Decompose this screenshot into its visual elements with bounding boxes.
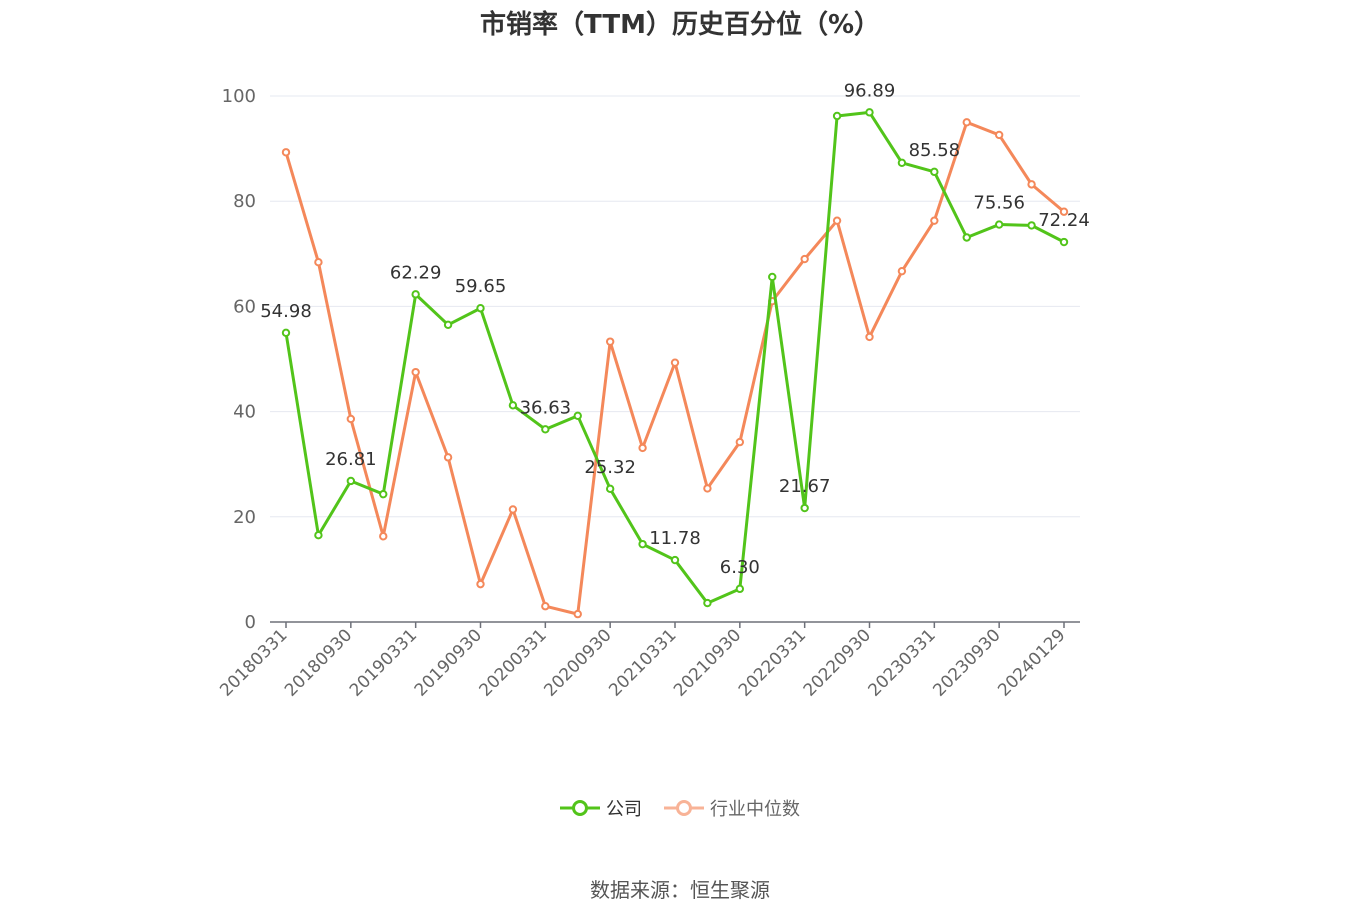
y-tick-label: 60 [233, 296, 256, 317]
data-point [800, 254, 809, 264]
data-point [379, 489, 388, 499]
data-label: 54.98 [260, 301, 312, 322]
data-point [768, 272, 777, 282]
x-tick-label: 20220930 [800, 625, 875, 700]
data-source: 数据来源：恒生聚源 [590, 878, 770, 902]
data-point [508, 401, 518, 410]
data-point [994, 220, 1004, 229]
data-point [865, 108, 874, 117]
legend-company-icon [560, 800, 600, 816]
data-label: 96.89 [844, 80, 896, 101]
x-tick-label: 20210930 [670, 625, 745, 700]
legend: 公司 行业中位数 [0, 795, 1360, 821]
x-tick-label: 20220331 [735, 625, 810, 700]
x-tick-label: 20210331 [605, 625, 680, 700]
legend-item-company[interactable]: 公司 [560, 795, 642, 821]
data-point [800, 503, 809, 513]
data-point [703, 598, 712, 608]
legend-industry-label: 行业中位数 [710, 799, 800, 820]
data-point [379, 532, 388, 541]
data-point [930, 216, 939, 225]
data-point [703, 484, 712, 493]
x-tick-label: 20230331 [865, 625, 940, 700]
data-point [962, 233, 971, 242]
data-point [638, 443, 647, 453]
data-point [541, 602, 550, 611]
y-tick-label: 20 [233, 507, 256, 528]
legend-industry-icon [664, 800, 704, 816]
chart-title: 市销率（TTM）历史百分位（%） [480, 10, 880, 40]
data-point [314, 258, 323, 267]
data-point [735, 584, 745, 594]
data-point [897, 266, 907, 276]
data-point [443, 453, 453, 462]
data-label: 25.32 [584, 457, 636, 478]
data-point [832, 111, 842, 121]
x-tick-label: 20230930 [929, 625, 1004, 700]
data-label: 62.29 [390, 262, 442, 283]
x-tick-label: 20180930 [281, 625, 356, 700]
y-tick-label: 80 [233, 191, 256, 212]
data-point [897, 158, 907, 168]
data-point [865, 332, 874, 342]
data-point [735, 437, 745, 447]
data-point [1027, 221, 1036, 230]
data-point [411, 367, 420, 377]
data-label: 26.81 [325, 449, 377, 470]
y-tick-label: 100 [222, 86, 256, 107]
data-point [670, 358, 680, 367]
data-point [476, 579, 485, 589]
data-point [541, 425, 550, 434]
data-point [1027, 180, 1036, 189]
data-point [443, 320, 453, 330]
data-label: 6.30 [720, 557, 760, 578]
legend-company-label: 公司 [606, 799, 642, 820]
x-tick-label: 20200331 [476, 625, 551, 700]
data-point [508, 505, 518, 514]
data-point [605, 337, 615, 346]
data-point [281, 148, 291, 157]
data-point [346, 414, 356, 424]
x-tick-label: 20190930 [411, 625, 486, 700]
data-label: 75.56 [973, 193, 1025, 214]
data-point [605, 484, 615, 494]
y-tick-label: 40 [233, 402, 256, 423]
x-tick-label: 20190331 [346, 625, 421, 700]
x-tick-label: 20200930 [540, 625, 615, 700]
data-point [281, 328, 291, 338]
data-label: 85.58 [909, 140, 961, 161]
data-label: 21.67 [779, 476, 831, 497]
data-point [1059, 237, 1069, 247]
data-point [670, 555, 680, 565]
x-tick-label: 20180331 [216, 625, 291, 700]
data-point [314, 531, 323, 540]
data-point [346, 476, 356, 486]
data-label: 11.78 [649, 528, 701, 549]
data-point [411, 290, 420, 299]
y-tick-label: 0 [245, 612, 256, 633]
data-point [476, 304, 485, 313]
data-label: 59.65 [455, 276, 507, 297]
x-tick-label: 20240129 [994, 625, 1069, 700]
data-point [962, 118, 971, 127]
legend-item-industry-median[interactable]: 行业中位数 [664, 795, 800, 821]
data-point [832, 216, 842, 225]
data-label: 36.63 [520, 397, 572, 418]
data-point [573, 609, 582, 619]
data-point [573, 411, 582, 421]
data-label: 72.24 [1038, 210, 1090, 231]
data-point [930, 167, 939, 177]
data-point [638, 539, 647, 549]
data-point [1059, 207, 1069, 216]
data-point [994, 130, 1004, 140]
